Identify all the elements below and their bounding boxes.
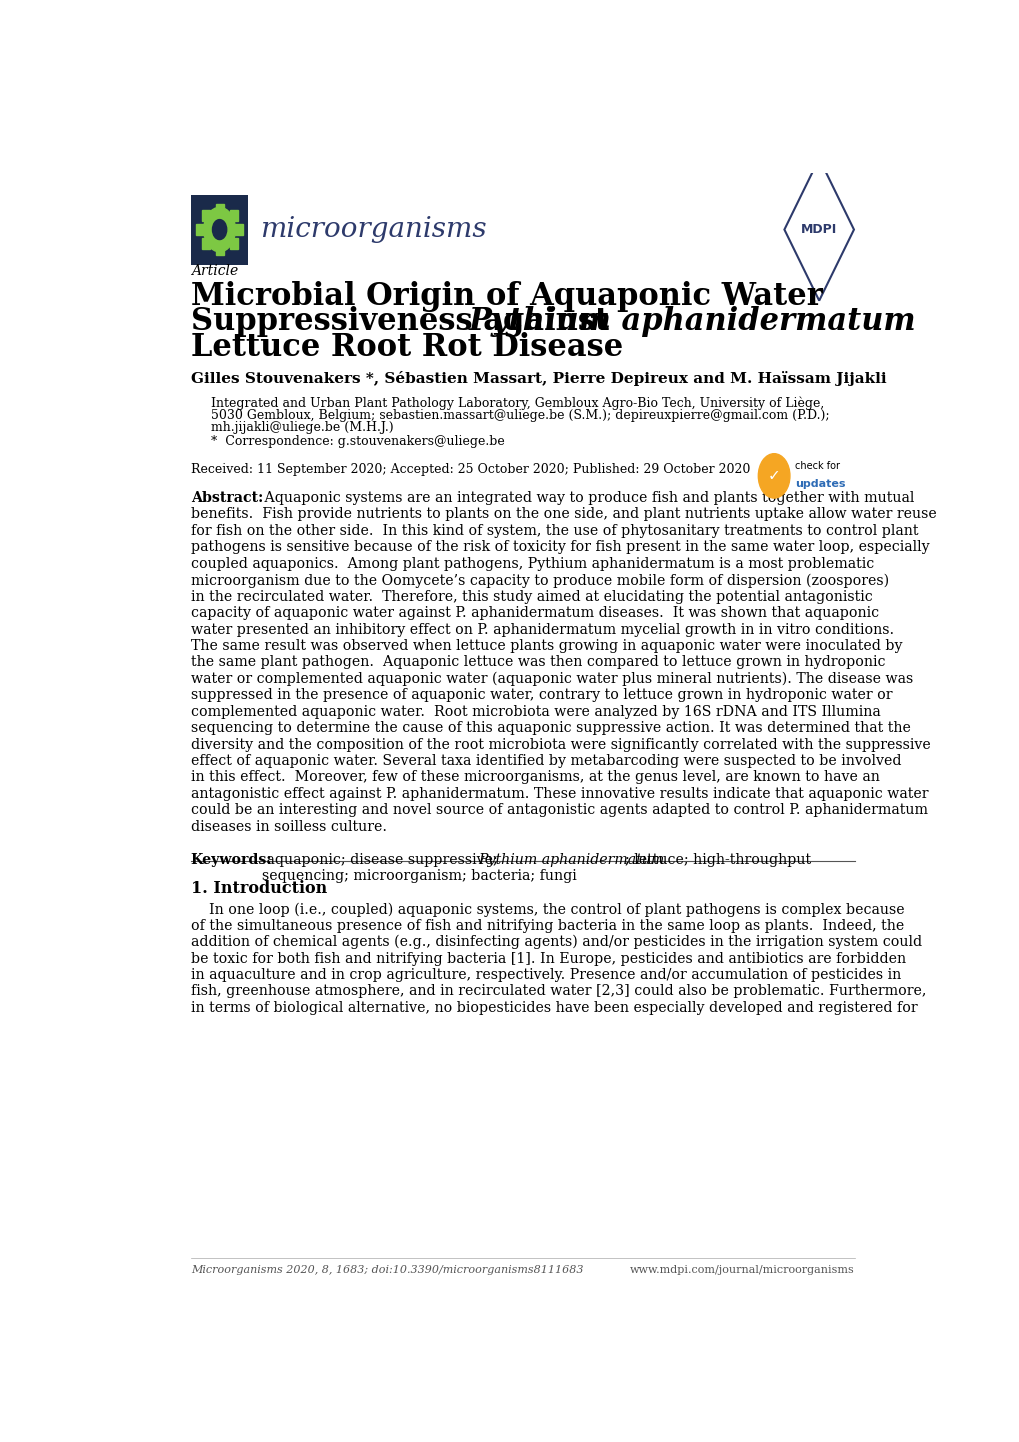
Text: benefits.  Fish provide nutrients to plants on the one side, and plant nutrients: benefits. Fish provide nutrients to plan… [191, 508, 935, 522]
Text: antagonistic effect against P. aphanidermatum. These innovative results indicate: antagonistic effect against P. aphanider… [191, 787, 927, 800]
Text: mh.jijakli@uliege.be (M.H.J.): mh.jijakli@uliege.be (M.H.J.) [210, 421, 392, 434]
Text: in terms of biological alternative, no biopesticides have been especially develo: in terms of biological alternative, no b… [191, 1001, 916, 1015]
Text: Received: 11 September 2020; Accepted: 25 October 2020; Published: 29 October 20: Received: 11 September 2020; Accepted: 2… [191, 463, 749, 476]
Text: fish, greenhouse atmosphere, and in recirculated water [2,3] could also be probl: fish, greenhouse atmosphere, and in reci… [191, 985, 925, 998]
Text: 5030 Gembloux, Belgium; sebastien.massart@uliege.be (S.M.); depireuxpierre@gmail: 5030 Gembloux, Belgium; sebastien.massar… [210, 408, 828, 421]
Text: Microbial Origin of Aquaponic Water: Microbial Origin of Aquaponic Water [191, 281, 821, 311]
Text: ; lettuce; high-throughput: ; lettuce; high-throughput [624, 852, 810, 867]
FancyBboxPatch shape [191, 195, 249, 264]
Text: In one loop (i.e., coupled) aquaponic systems, the control of plant pathogens is: In one loop (i.e., coupled) aquaponic sy… [191, 903, 904, 917]
Text: MDPI: MDPI [800, 224, 837, 236]
Text: Suppressiveness against: Suppressiveness against [191, 306, 619, 337]
Bar [229, 238, 237, 249]
Text: Microorganisms 2020, 8, 1683; doi:10.3390/microorganisms8111683: Microorganisms 2020, 8, 1683; doi:10.339… [191, 1265, 583, 1275]
Text: Abstract:: Abstract: [191, 492, 263, 505]
Text: in aquaculture and in crop agriculture, respectively. Presence and/or accumulati: in aquaculture and in crop agriculture, … [191, 968, 900, 982]
Text: in this effect.  Moreover, few of these microorganisms, at the genus level, are : in this effect. Moreover, few of these m… [191, 770, 878, 784]
Text: complemented aquaponic water.  Root microbiota were analyzed by 16S rDNA and ITS: complemented aquaponic water. Root micro… [191, 705, 879, 718]
Text: water or complemented aquaponic water (aquaponic water plus mineral nutrients). : water or complemented aquaponic water (a… [191, 672, 912, 686]
Text: Gilles Stouvenakers *, Sébastien Massart, Pierre Depireux and M. Haïssam Jijakli: Gilles Stouvenakers *, Sébastien Massart… [191, 371, 886, 386]
Text: 1. Introduction: 1. Introduction [191, 880, 327, 897]
Text: diversity and the composition of the root microbiota were significantly correlat: diversity and the composition of the roo… [191, 737, 929, 751]
Bar [215, 244, 223, 255]
Text: for fish on the other side.  In this kind of system, the use of phytosanitary tr: for fish on the other side. In this kind… [191, 523, 917, 538]
Text: aquaponic; disease suppressive;: aquaponic; disease suppressive; [262, 852, 501, 867]
Circle shape [204, 208, 235, 252]
Bar [202, 238, 209, 249]
Text: Article: Article [191, 264, 237, 278]
Bar [196, 224, 204, 235]
Text: the same plant pathogen.  Aquaponic lettuce was then compared to lettuce grown i: the same plant pathogen. Aquaponic lettu… [191, 655, 884, 669]
Text: Aquaponic systems are an integrated way to produce fish and plants together with: Aquaponic systems are an integrated way … [260, 492, 914, 505]
Text: Lettuce Root Rot Disease: Lettuce Root Rot Disease [191, 332, 623, 362]
Text: microorganisms: microorganisms [260, 216, 486, 244]
Circle shape [212, 219, 226, 239]
Text: effect of aquaponic water. Several taxa identified by metabarcoding were suspect: effect of aquaponic water. Several taxa … [191, 754, 901, 769]
Bar [229, 211, 237, 221]
Text: be toxic for both fish and nitrifying bacteria [1]. In Europe, pesticides and an: be toxic for both fish and nitrifying ba… [191, 952, 905, 966]
Text: coupled aquaponics.  Among plant pathogens, Pythium aphanidermatum is a most pro: coupled aquaponics. Among plant pathogen… [191, 557, 873, 571]
Bar [202, 211, 209, 221]
Text: Keywords:: Keywords: [191, 852, 272, 867]
Text: capacity of aquaponic water against P. aphanidermatum diseases.  It was shown th: capacity of aquaponic water against P. a… [191, 606, 878, 620]
Text: suppressed in the presence of aquaponic water, contrary to lettuce grown in hydr: suppressed in the presence of aquaponic … [191, 688, 892, 702]
Circle shape [757, 454, 789, 497]
Text: diseases in soilless culture.: diseases in soilless culture. [191, 819, 386, 833]
Text: The same result was observed when lettuce plants growing in aquaponic water were: The same result was observed when lettuc… [191, 639, 902, 653]
Text: of the simultaneous presence of fish and nitrifying bacteria in the same loop as: of the simultaneous presence of fish and… [191, 919, 903, 933]
Text: pathogens is sensitive because of the risk of toxicity for fish present in the s: pathogens is sensitive because of the ri… [191, 541, 928, 554]
Text: check for: check for [794, 461, 839, 472]
Text: Integrated and Urban Plant Pathology Laboratory, Gembloux Agro-Bio Tech, Univers: Integrated and Urban Plant Pathology Lab… [210, 397, 823, 410]
Text: in the recirculated water.  Therefore, this study aimed at elucidating the poten: in the recirculated water. Therefore, th… [191, 590, 871, 604]
Text: Pythium aphanidermatum: Pythium aphanidermatum [478, 852, 664, 867]
Text: addition of chemical agents (e.g., disinfecting agents) and/or pesticides in the: addition of chemical agents (e.g., disin… [191, 934, 921, 949]
Text: sequencing to determine the cause of this aquaponic suppressive action. It was d: sequencing to determine the cause of thi… [191, 721, 910, 735]
Text: water presented an inhibitory effect on P. aphanidermatum mycelial growth in in : water presented an inhibitory effect on … [191, 623, 893, 636]
Text: updates: updates [794, 479, 845, 489]
Bar [215, 205, 223, 215]
Text: www.mdpi.com/journal/microorganisms: www.mdpi.com/journal/microorganisms [630, 1265, 854, 1275]
Bar [235, 224, 244, 235]
Text: Pythium aphanidermatum: Pythium aphanidermatum [469, 306, 916, 337]
Text: *  Correspondence: g.stouvenakers@uliege.be: * Correspondence: g.stouvenakers@uliege.… [210, 435, 503, 448]
Text: could be an interesting and novel source of antagonistic agents adapted to contr: could be an interesting and novel source… [191, 803, 927, 818]
Text: sequencing; microorganism; bacteria; fungi: sequencing; microorganism; bacteria; fun… [262, 870, 576, 883]
Text: microorganism due to the Oomycete’s capacity to produce mobile form of dispersio: microorganism due to the Oomycete’s capa… [191, 574, 888, 587]
Text: ✓: ✓ [767, 469, 780, 483]
